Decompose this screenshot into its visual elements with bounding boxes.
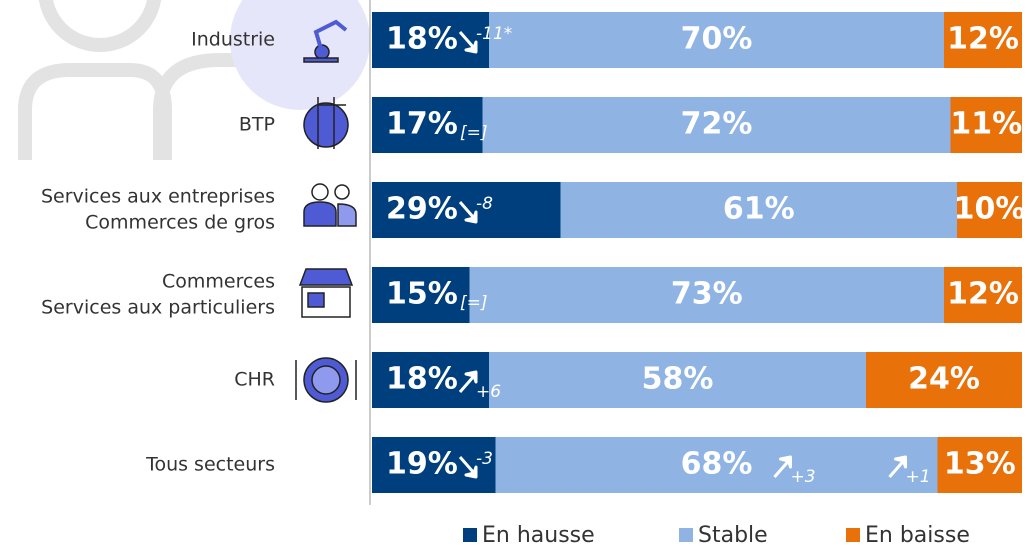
category-label: Commerces [162, 271, 275, 293]
value-label: 15% [386, 277, 458, 312]
category-label: Commerces de gros [85, 212, 275, 234]
legend-label: Stable [698, 523, 768, 548]
background-decoration [230, 0, 370, 110]
legend-swatch [846, 528, 860, 542]
change-label: +3 [791, 467, 816, 487]
value-label: 73% [671, 277, 743, 312]
chart: Industrie 18% 70% 12% -11* BTP 17% 72% 11% [=] Ser… [0, 0, 1029, 548]
category-label: Services aux particuliers [41, 297, 275, 319]
value-label: 58% [642, 362, 714, 397]
value-label: 72% [681, 107, 753, 142]
value-label: 24% [908, 362, 980, 397]
value-label: 61% [723, 192, 795, 227]
category-label: Industrie [191, 29, 275, 51]
value-label: 70% [681, 22, 753, 57]
change-label: -3 [476, 449, 493, 469]
legend-label: En hausse [482, 523, 595, 548]
category-label: Tous secteurs [145, 454, 275, 476]
value-label: 19% [386, 447, 458, 482]
value-label: 18% [386, 362, 458, 397]
value-label: 18% [386, 22, 458, 57]
value-label: 10% [954, 192, 1026, 227]
change-label: [=] [460, 293, 488, 313]
value-label: 11% [950, 107, 1022, 142]
category-label: CHR [234, 369, 275, 391]
value-label: 13% [944, 447, 1016, 482]
change-label: -11* [476, 24, 512, 44]
legend-swatch [463, 528, 477, 542]
value-label: 29% [386, 192, 458, 227]
change-label: +1 [906, 467, 931, 487]
legend-label: En baisse [865, 523, 970, 548]
category-label: BTP [239, 114, 275, 136]
legend-swatch [679, 528, 693, 542]
value-label: 12% [947, 22, 1019, 57]
value-label: 17% [386, 107, 458, 142]
change-label: +6 [476, 382, 501, 402]
value-label: 12% [947, 277, 1019, 312]
change-label: -8 [476, 194, 493, 214]
category-label: Services aux entreprises [41, 186, 275, 208]
plot-area: Industrie 18% 70% 12% -11* BTP 17% 72% 11% [=] Ser… [41, 12, 1025, 548]
change-label: [=] [460, 123, 488, 143]
value-label: 68% [681, 447, 753, 482]
